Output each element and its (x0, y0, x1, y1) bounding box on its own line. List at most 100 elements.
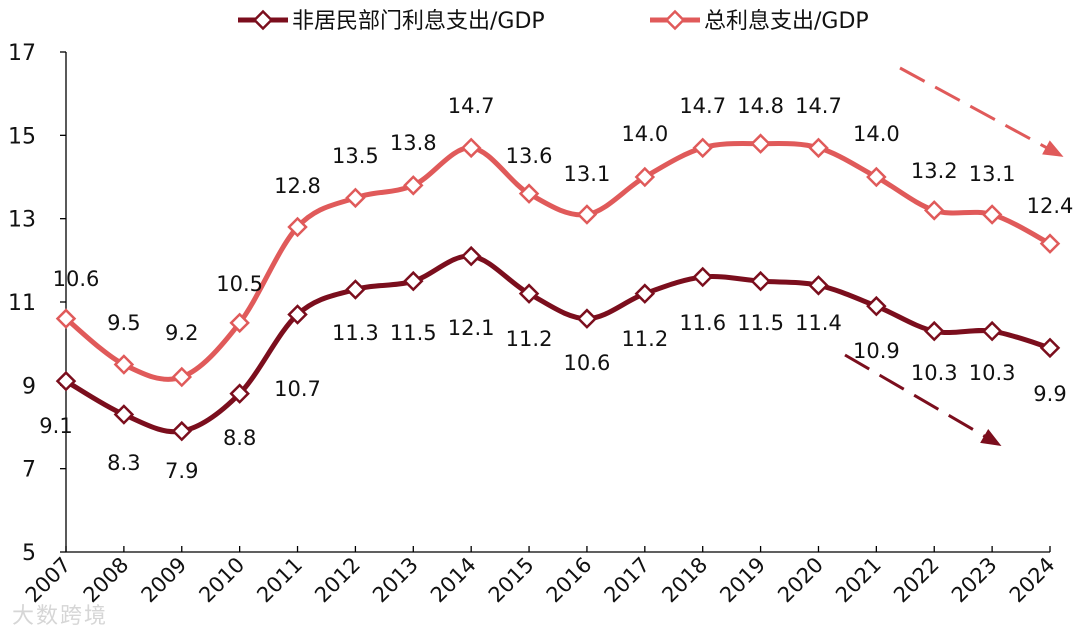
legend-label: 非居民部门利息支出/GDP (292, 9, 545, 34)
data-point (460, 137, 482, 159)
data-label: 11.5 (737, 311, 784, 335)
y-tick-label: 9 (22, 374, 36, 399)
data-point (1039, 233, 1061, 254)
x-tick-label: 2013 (368, 553, 423, 608)
data-point (518, 183, 540, 204)
data-point (229, 383, 250, 404)
data-point (981, 204, 1003, 225)
data-label: 10.3 (969, 361, 1016, 385)
y-tick-label: 17 (8, 41, 36, 66)
arrow-shaft (844, 353, 999, 446)
data-point (808, 137, 829, 159)
x-tick-label: 2019 (715, 553, 770, 608)
legend-label: 总利息支出/GDP (704, 9, 869, 34)
data-label: 11.2 (621, 327, 668, 351)
arrow-head (980, 429, 1002, 447)
data-point (171, 420, 193, 442)
data-point (518, 283, 540, 304)
x-tick-label: 2012 (310, 553, 365, 608)
x-tick-label: 2014 (426, 553, 481, 608)
data-label: 14.7 (448, 94, 495, 118)
x-tick-label: 2018 (657, 553, 712, 608)
x-tick-label: 2011 (252, 553, 307, 608)
data-label: 11.4 (795, 311, 842, 335)
data-point (634, 283, 656, 304)
y-tick-label: 15 (8, 124, 36, 149)
data-label: 14.8 (737, 94, 784, 118)
data-point (403, 270, 424, 292)
data-label: 12.1 (448, 316, 495, 340)
data-point (692, 137, 713, 159)
data-point (287, 304, 308, 325)
x-tick-label: 2015 (484, 553, 539, 608)
legend-marker-icon (664, 9, 686, 31)
x-tick-label: 2021 (831, 553, 886, 608)
data-label: 10.7 (274, 377, 321, 401)
data-point (750, 133, 771, 154)
data-label: 11.2 (506, 327, 553, 351)
data-point (171, 366, 193, 388)
x-tick-label: 2023 (947, 553, 1002, 608)
data-label: 10.5 (216, 272, 263, 296)
x-tick-label: 2020 (773, 553, 828, 608)
data-label: 13.2 (911, 159, 958, 183)
arrow-head (1042, 140, 1064, 157)
data-point (345, 187, 366, 209)
y-tick-label: 13 (8, 208, 36, 233)
x-tick-label: 2010 (194, 553, 249, 608)
data-point (287, 216, 308, 238)
data-label: 9.2 (165, 321, 198, 345)
series-line-0 (64, 253, 1051, 435)
legend-item-1: 总利息支出/GDP (650, 9, 869, 34)
data-label: 9.5 (107, 311, 140, 335)
trend-arrow-nonresident (844, 353, 1002, 447)
data-point (113, 404, 135, 425)
data-label: 8.3 (107, 451, 140, 475)
data-label: 14.7 (679, 94, 726, 118)
data-label: 10.9 (853, 339, 900, 363)
data-point (576, 204, 598, 225)
data-point (229, 312, 250, 334)
data-label: 12.4 (1027, 194, 1074, 218)
data-label: 13.6 (506, 144, 553, 168)
data-point (866, 295, 887, 317)
data-label: 12.8 (274, 174, 321, 198)
data-point (1039, 337, 1061, 359)
x-tick-label: 2022 (889, 553, 944, 608)
data-label: 9.9 (1033, 382, 1066, 406)
data-label: 13.1 (564, 162, 611, 186)
data-label: 11.6 (679, 311, 726, 335)
data-point (55, 308, 77, 329)
data-label: 14.0 (621, 122, 668, 146)
series-line-1 (64, 141, 1052, 382)
data-label: 13.1 (969, 162, 1016, 186)
data-point (866, 166, 887, 188)
y-tick-label: 11 (8, 291, 36, 316)
x-tick-label: 2009 (137, 553, 192, 608)
data-label: 14.7 (795, 94, 842, 118)
data-point (923, 320, 945, 342)
data-label: 7.9 (165, 459, 198, 483)
data-point (981, 320, 1003, 342)
legend-item-0: 非居民部门利息支出/GDP (238, 9, 545, 34)
data-point (634, 166, 656, 188)
x-tick-label: 2017 (600, 553, 655, 608)
legend-marker-icon (252, 9, 274, 31)
data-label: 11.5 (390, 321, 437, 345)
trend-arrow-total (899, 66, 1064, 157)
x-tick-label: 2016 (542, 553, 597, 608)
data-label: 10.3 (911, 361, 958, 385)
data-point (576, 308, 598, 329)
data-point (692, 266, 713, 288)
data-point (460, 245, 482, 267)
data-label: 13.5 (332, 144, 379, 168)
x-tick-label: 2024 (1005, 553, 1060, 608)
y-tick-label: 7 (22, 458, 36, 483)
arrow-shaft (899, 66, 1061, 157)
data-label: 9.1 (39, 414, 72, 438)
watermark: 大数跨境 (12, 604, 109, 629)
y-tick-label: 5 (22, 541, 36, 566)
data-point (923, 200, 945, 221)
